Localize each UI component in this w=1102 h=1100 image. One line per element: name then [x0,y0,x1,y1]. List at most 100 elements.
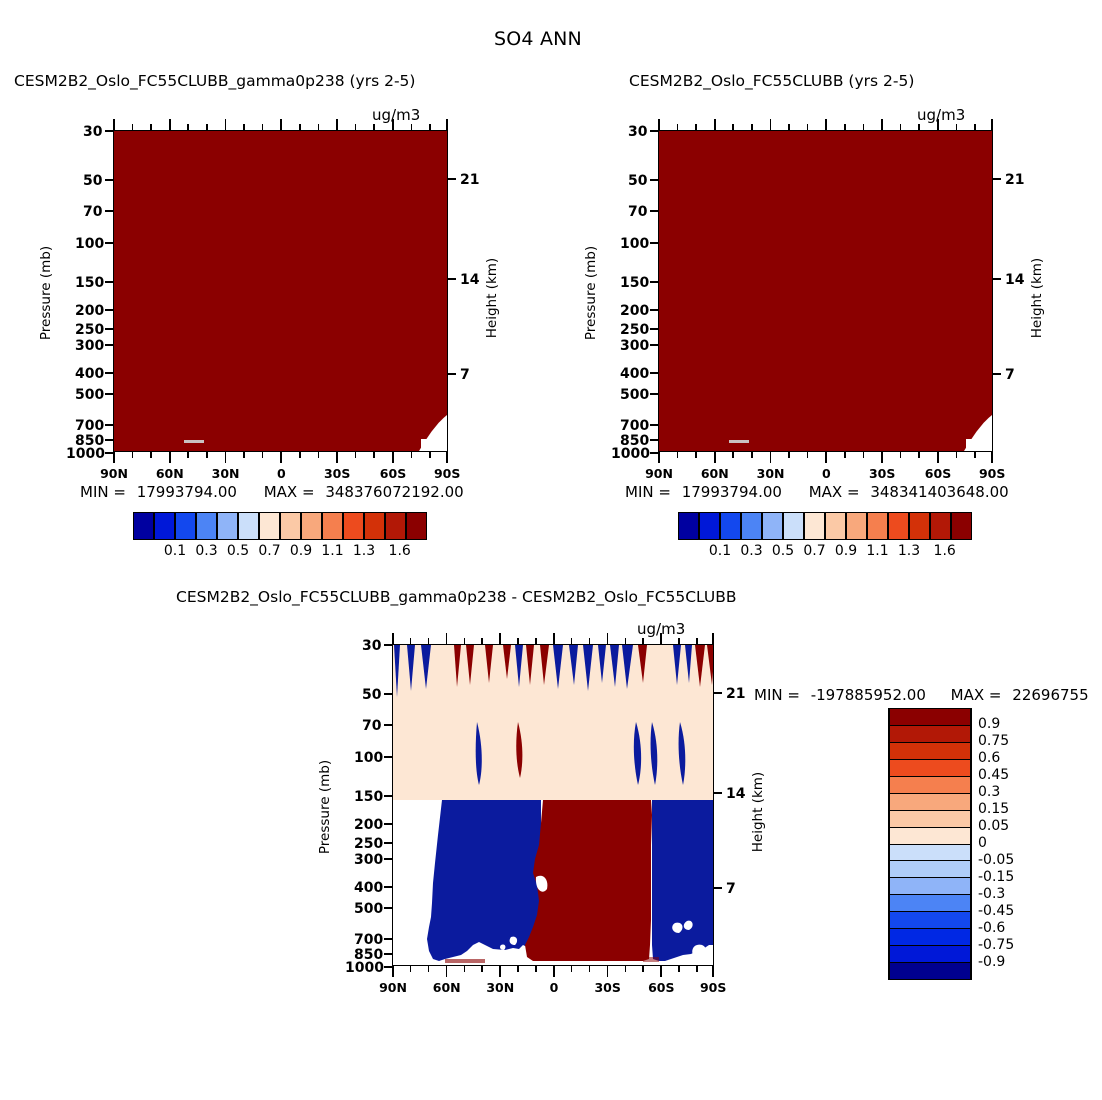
colorbar-vertical-label: 0 [978,835,987,851]
panel-left-units: ug/m3 [372,106,421,124]
ptick-d-100: 100 [354,750,384,766]
htick-d-7: 7 [726,881,736,897]
panel-diff-units: ug/m3 [637,620,686,638]
colorbar-vertical-cell [889,963,971,979]
lat-d-60S: 60S [648,980,675,995]
lat-d-60N: 60N [432,980,461,995]
page-title: SO4 ANN [494,28,582,50]
ptick-d-700: 700 [354,932,384,948]
lat-90N: 90N [100,466,128,481]
colorbar-vertical-label: -0.15 [978,869,1015,885]
panel-right-height-axis-label: Height (km) [1029,257,1045,339]
panel-left-min-value: 17993794.00 [136,483,237,501]
panel-left-title: CESM2B2_Oslo_FC55CLUBB_gamma0p238 (yrs 2… [14,72,416,90]
panel-right-min-label: MIN = [625,483,671,501]
panel-right-white-wedge2 [966,439,978,451]
colorbar-cell [406,512,427,540]
ptick-d-250: 250 [354,836,384,852]
ptick-400: 400 [75,366,105,382]
colorbar-cell [133,512,154,540]
lat-d-90S: 90S [699,980,727,995]
colorbar-vertical-label: -0.3 [978,886,1006,902]
lat-60N: 60N [155,466,184,481]
ptick-d-400: 400 [354,880,384,896]
diff-hole-1 [535,875,548,892]
htick-d-14: 14 [726,786,746,802]
lat-r-30N: 30N [756,466,785,481]
colorbar-vertical-label: 0.05 [978,818,1010,834]
diff-hole-6 [692,944,706,955]
colorbar-vertical-cell [889,793,971,811]
lat-r-60N: 60N [700,466,729,481]
colorbar-vertical-cell [889,827,971,845]
ptick-d-30: 30 [362,638,382,654]
lat-d-30S: 30S [594,980,621,995]
colorbar-cell [678,512,699,540]
panel-left-bottom-ticks [113,452,448,463]
panel-diff-height-axis-label: Height (km) [750,771,766,853]
colorbar-label: 1.1 [866,543,889,559]
colorbar-cell [951,512,972,540]
colorbar-cell [846,512,867,540]
ptick-700: 700 [75,418,105,434]
ptick-d-1000: 1000 [345,960,384,976]
colorbar-vertical-cell [889,759,971,777]
colorbar-vertical-cell [889,725,971,743]
colorbar-cell [343,512,364,540]
ptick-r-850: 850 [620,433,650,449]
diff-surface-sliver-left [445,959,485,963]
colorbar-vertical-cell [889,810,971,828]
colorbar-cell [259,512,280,540]
colorbar-cell [867,512,888,540]
panel-left-fill [114,131,447,451]
ptick-100: 100 [75,236,105,252]
panel-right-pressure-axis-label: Pressure (mb) [583,245,599,341]
panel-diff-min-value: -197885952.00 [810,686,926,704]
panel-diff-max-label: MAX = [950,686,1002,704]
panel-diff-bottom-ticks [392,966,714,977]
ptick-r-100: 100 [620,236,650,252]
colorbar-label: 1.3 [352,543,376,559]
colorbar-cell [238,512,259,540]
colorbar-cell [175,512,196,540]
colorbar-cell [301,512,322,540]
lat-90S: 90S [433,466,461,481]
ptick-d-500: 500 [354,901,384,917]
diff-hole-3 [500,944,506,950]
colorbar-left [133,512,427,540]
colorbar-vertical-cell [889,878,971,896]
panel-right-min-value: 17993794.00 [681,483,782,501]
colorbar-label: 1.6 [933,543,956,559]
panel-right-bottom-ticks [658,452,993,463]
lat-d-0: 0 [549,980,559,995]
htick-7: 7 [460,367,470,383]
colorbar-vertical-cell [889,912,971,930]
colorbar-cell [930,512,951,540]
ptick-r-1000: 1000 [611,446,650,462]
lat-r-0: 0 [822,466,831,481]
panel-diff-minmax: MIN = -197885952.00 MAX = 22696755 [754,686,1089,704]
ptick-d-50: 50 [362,687,382,703]
colorbar-vertical-label: -0.45 [978,903,1015,919]
htick-r-7: 7 [1005,367,1015,383]
lat-0: 0 [277,466,286,481]
diff-hole-5 [683,920,693,930]
colorbar-cell [909,512,930,540]
colorbar-label: 0.5 [771,543,795,559]
panel-diff-top-ticks [392,633,714,644]
colorbar-vertical-cell [889,946,971,964]
ptick-500: 500 [75,387,105,403]
colorbar-label: 0.9 [834,543,858,559]
htick-r-21: 21 [1005,172,1025,188]
panel-left-max-value: 348376072192.00 [325,483,464,501]
panel-diff-max-value: 22696755 [1012,686,1089,704]
colorbar-cell [741,512,762,540]
diff-spindles [475,722,686,785]
colorbar-cell [385,512,406,540]
colorbar-vertical-label: -0.75 [978,937,1015,953]
colorbar-vertical-cell [889,929,971,947]
colorbar-right-labels: 0.1 0.3 0.5 0.7 0.9 1.1 1.3 1.6 [678,543,972,561]
htick-21: 21 [460,172,480,188]
colorbar-vertical-labels: 0.9 0.75 0.6 0.45 0.3 0.15 0.05 0 -0.05 -0.15 -0.3… [978,708,1058,980]
panel-right-minmax: MIN = 17993794.00 MAX = 348341403648.00 [625,483,1009,501]
